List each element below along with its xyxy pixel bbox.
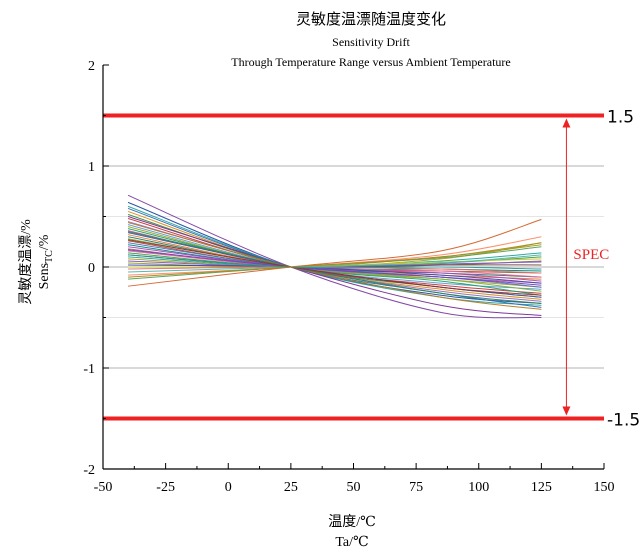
series-line — [127, 228, 542, 296]
series-line — [127, 207, 542, 308]
spec-upper-label: 1.5 — [607, 108, 634, 128]
chart-title: 灵敏度温漂随温度变化 — [296, 11, 446, 28]
series-line — [128, 250, 542, 278]
series-line — [127, 205, 542, 306]
series-layer — [127, 194, 542, 319]
y-tick-label: -2 — [83, 463, 95, 478]
x-tick-label: 125 — [531, 480, 552, 495]
x-tick-label: -50 — [94, 480, 113, 495]
spec-label: SPEC — [573, 247, 609, 263]
y-axis-label-en-main: Sens — [37, 263, 52, 289]
series-line — [127, 194, 542, 319]
series-line — [128, 254, 542, 273]
x-axis-label-en: Ta/℃ — [335, 535, 368, 550]
series-line — [127, 216, 542, 316]
y-tick-label: 0 — [88, 261, 95, 276]
series-line — [127, 239, 542, 296]
series-line — [128, 264, 542, 284]
y-axis-label-en: SensTC/% — [37, 234, 55, 289]
series-line — [127, 249, 542, 286]
x-tick-label: 0 — [225, 480, 232, 495]
y-tick-label: 2 — [88, 59, 95, 74]
y-axis-label-en-sub: TC — [44, 250, 55, 263]
x-axis-label-cn: 温度/℃ — [328, 514, 376, 530]
chart-subtitle-1: Sensitivity Drift — [332, 35, 410, 49]
series-line — [127, 222, 542, 310]
x-tick-label: 100 — [468, 480, 489, 495]
x-tick-label: -25 — [156, 480, 175, 495]
series-line — [128, 260, 542, 268]
spec-arrow-head-down — [562, 406, 571, 416]
x-tick-label: 150 — [594, 480, 615, 495]
spec-lower-label: -1.5 — [607, 411, 640, 431]
y-tick-label: 1 — [88, 160, 95, 175]
series-line — [127, 219, 542, 287]
y-axis-label-cn: 灵敏度温漂/% — [18, 219, 34, 305]
series-line — [127, 224, 542, 290]
chart-subtitle-2: Through Temperature Range versus Ambient… — [231, 55, 510, 69]
x-tick-label: 75 — [409, 480, 423, 495]
y-tick-label: -1 — [83, 362, 95, 377]
series-line — [127, 214, 542, 298]
x-tick-label: 25 — [284, 480, 298, 495]
axis-layer: -50 -25 0 25 50 75 100 125 150 -2 -1 0 1 2 — [83, 59, 614, 495]
series-line — [128, 242, 542, 278]
y-axis-label-en-suffix: /% — [37, 234, 52, 250]
spec-arrow-head-up — [562, 118, 571, 128]
spec-layer: 1.5 -1.5 SPEC — [103, 108, 640, 431]
series-line — [127, 231, 542, 304]
x-tick-label: 50 — [347, 480, 361, 495]
series-line — [128, 254, 542, 270]
